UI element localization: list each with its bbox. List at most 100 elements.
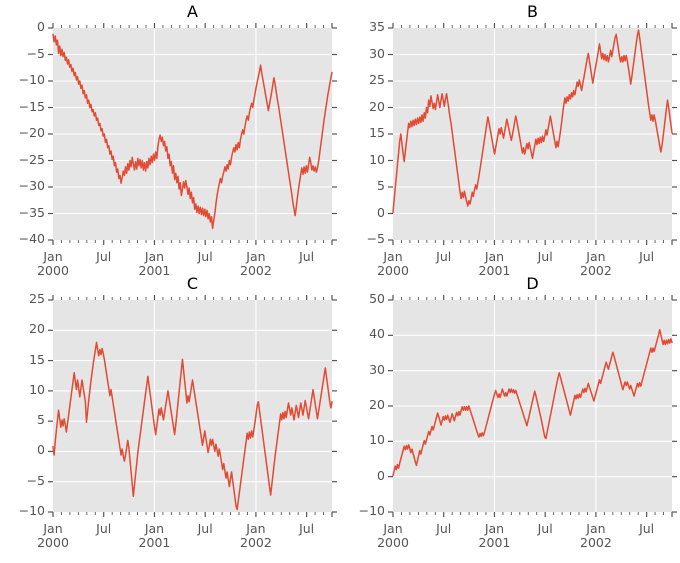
ytick-label-b-3: 10 <box>369 151 385 167</box>
xtick-label-b-1: Jul <box>404 249 484 264</box>
series-line-c <box>52 341 333 511</box>
xtick-month-b-2: Jan <box>484 249 505 264</box>
series-line-d <box>392 328 673 477</box>
xtick-label-b-0: Jan 2000 <box>353 249 433 279</box>
xtick-month-b-1: Jul <box>436 249 452 264</box>
xtick-month-d-2: Jan <box>484 521 505 536</box>
xtick-label-b-2: Jan 2001 <box>454 249 534 279</box>
plot-graphics-a <box>48 23 337 245</box>
ytick-label-a-2: −30 <box>18 178 45 193</box>
plot-graphics-c <box>48 295 337 517</box>
xtick-label-b-4: Jan 2002 <box>556 249 636 279</box>
ytick-label-b-6: 25 <box>369 72 385 87</box>
xtick-label-a-3: Jul <box>165 249 245 264</box>
ytick-label-b-2: 5 <box>377 178 385 193</box>
gridlines-c <box>53 300 332 512</box>
xtick-label-a-0: Jan 2000 <box>13 249 93 279</box>
xtick-year-a-2: 2001 <box>138 263 171 279</box>
xtick-year-b-4: 2002 <box>580 263 612 279</box>
xtick-label-c-2: Jan 2001 <box>114 521 194 551</box>
xtick-label-c-3: Jul <box>165 521 245 536</box>
ytick-label-c-2: 0 <box>37 442 45 458</box>
xtick-label-d-4: Jan 2002 <box>556 521 636 551</box>
ytick-label-b-8: 35 <box>369 19 385 34</box>
panel-title-b: B <box>527 2 538 21</box>
series-line-b <box>392 29 673 214</box>
ytick-label-d-4: 30 <box>369 361 385 377</box>
ytick-label-b-5: 20 <box>369 98 385 114</box>
plot-area-c <box>53 300 332 512</box>
xtick-year-b-2: 2001 <box>478 263 511 279</box>
xtick-month-b-5: Jul <box>639 249 655 264</box>
xtick-label-c-5: Jul <box>267 521 347 536</box>
xtick-month-d-4: Jan <box>586 521 606 536</box>
tick-marks-a <box>48 23 337 245</box>
xtick-label-a-2: Jan 2001 <box>114 249 194 279</box>
gridlines-a <box>53 28 332 240</box>
xtick-label-d-2: Jan 2001 <box>454 521 534 551</box>
xtick-label-a-4: Jan 2002 <box>216 249 296 279</box>
ytick-label-d-3: 20 <box>369 397 385 412</box>
ytick-label-d-6: 50 <box>369 291 385 306</box>
ytick-label-a-4: −20 <box>18 125 45 140</box>
xtick-month-a-1: Jul <box>96 249 112 264</box>
xtick-month-b-3: Jul <box>537 249 553 264</box>
ytick-label-a-0: −40 <box>18 231 45 246</box>
ytick-label-a-5: −15 <box>18 98 45 114</box>
ytick-label-c-5: 15 <box>29 351 45 367</box>
xtick-year-c-2: 2001 <box>138 535 171 551</box>
xtick-month-b-4: Jan <box>586 249 606 264</box>
ytick-label-c-1: −5 <box>26 472 45 488</box>
xtick-month-d-5: Jul <box>639 521 655 536</box>
ytick-label-c-7: 25 <box>29 291 45 306</box>
tick-marks-b <box>388 23 677 245</box>
xtick-month-c-1: Jul <box>96 521 112 536</box>
xtick-label-c-4: Jan 2002 <box>216 521 296 551</box>
xtick-year-a-4: 2002 <box>240 263 272 279</box>
plot-graphics-d <box>388 295 677 517</box>
xtick-label-c-1: Jul <box>64 521 144 536</box>
panel-title-c: C <box>186 274 199 293</box>
plot-area-b <box>393 28 672 240</box>
ytick-label-d-0: −10 <box>358 503 385 518</box>
ytick-label-b-4: 15 <box>369 125 385 140</box>
xtick-month-a-2: Jan <box>144 249 165 264</box>
xtick-label-b-5: Jul <box>607 249 680 264</box>
xtick-label-d-5: Jul <box>607 521 680 536</box>
xtick-month-c-0: Jan <box>43 521 63 536</box>
xtick-month-d-0: Jan <box>383 521 403 536</box>
ytick-label-d-2: 10 <box>369 432 385 448</box>
plot-area-a <box>53 28 332 240</box>
ytick-label-c-6: 20 <box>29 321 45 337</box>
ytick-label-c-3: 5 <box>37 412 45 428</box>
ytick-label-a-7: −5 <box>26 45 45 61</box>
ytick-label-b-7: 30 <box>369 45 385 61</box>
xtick-month-b-0: Jan <box>383 249 403 264</box>
xtick-month-c-4: Jan <box>246 521 266 536</box>
gridlines-d <box>393 300 672 512</box>
xtick-year-d-0: 2000 <box>377 535 409 551</box>
xtick-month-c-5: Jul <box>299 521 315 536</box>
ytick-label-c-4: 10 <box>29 381 45 397</box>
tick-marks-c <box>48 295 337 517</box>
xtick-label-c-0: Jan 2000 <box>13 521 93 551</box>
xtick-year-d-2: 2001 <box>478 535 511 551</box>
xtick-label-a-1: Jul <box>64 249 144 264</box>
gridlines-b <box>393 28 672 240</box>
xtick-label-d-0: Jan 2000 <box>353 521 433 551</box>
xtick-label-b-3: Jul <box>505 249 585 264</box>
ytick-label-d-5: 40 <box>369 326 385 342</box>
xtick-month-c-3: Jul <box>197 521 213 536</box>
plot-area-d <box>393 300 672 512</box>
ytick-label-a-3: −25 <box>18 151 45 167</box>
series-line-a <box>52 33 333 230</box>
ytick-label-a-8: 0 <box>37 19 45 34</box>
xtick-month-d-1: Jul <box>436 521 452 536</box>
xtick-month-a-0: Jan <box>43 249 63 264</box>
ytick-label-b-0: −5 <box>366 231 385 246</box>
xtick-month-a-3: Jul <box>197 249 213 264</box>
xtick-month-d-3: Jul <box>537 521 553 536</box>
